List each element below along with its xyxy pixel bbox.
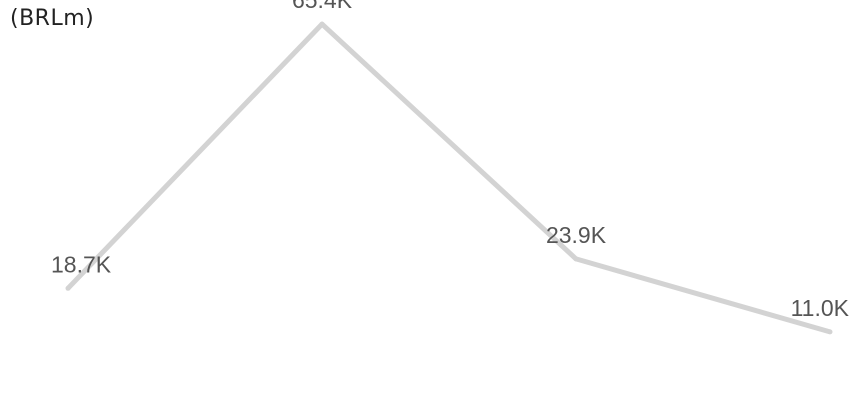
unit-label: (BRLm) [10,6,95,31]
data-point [65,285,71,291]
data-point [319,21,325,27]
data-point [827,329,833,335]
data-label: 11.0K [791,295,850,321]
series-line [66,21,831,335]
data-label: 18.7K [51,251,112,277]
data-label: 65.4K [292,0,353,13]
data-point [573,256,579,262]
data-label: 23.9K [546,222,607,248]
